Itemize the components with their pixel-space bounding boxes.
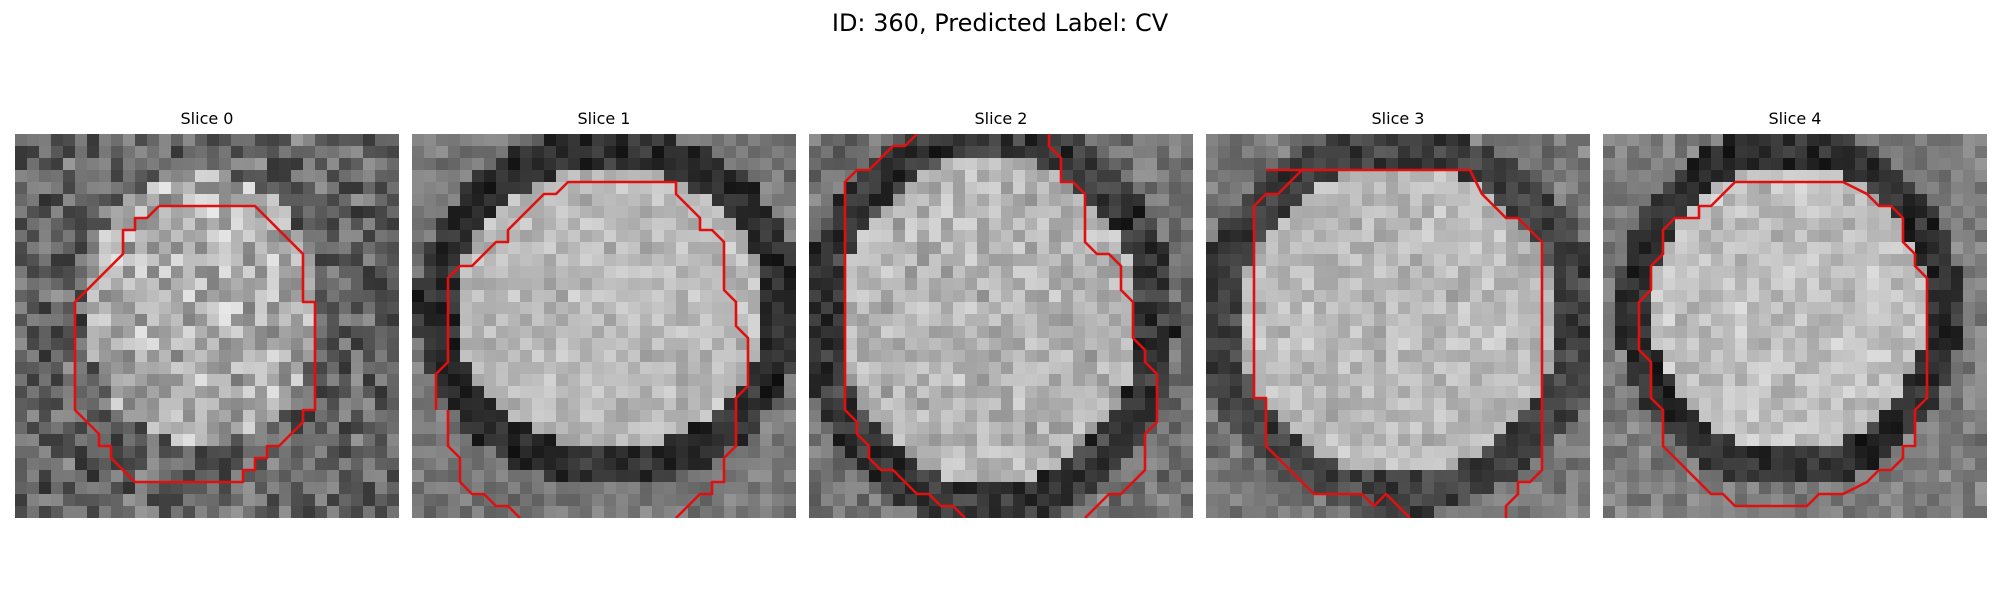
- slice-title-2: Slice 2: [974, 109, 1028, 128]
- slice-title-0: Slice 0: [180, 109, 234, 128]
- slice-title-1: Slice 1: [577, 109, 631, 128]
- segmentation-contour: [1047, 134, 1159, 518]
- slice-image-2: [809, 134, 1193, 518]
- figure-title: ID: 360, Predicted Label: CV: [831, 9, 1169, 37]
- slice-image-4: [1603, 134, 1987, 518]
- slice-title-3: Slice 3: [1371, 109, 1425, 128]
- slice-panel-2: Slice 2: [809, 108, 1193, 518]
- slice-image-1: [412, 134, 796, 518]
- slice-panel-3: Slice 3: [1206, 108, 1590, 518]
- segmentation-contour: [434, 180, 750, 518]
- segmentation-contour: [1637, 180, 1929, 508]
- segmentation-contour: [1252, 168, 1411, 518]
- slice-image-0: [15, 134, 399, 518]
- slice-panel-0: Slice 0: [15, 108, 399, 518]
- slice-panel-1: Slice 1: [412, 108, 796, 518]
- slice-image-3: [1206, 134, 1590, 518]
- segmentation-contour: [843, 134, 966, 518]
- segmentation-contour: [73, 204, 317, 484]
- slice-title-4: Slice 4: [1768, 109, 1822, 128]
- segmentation-contour: [1266, 168, 1544, 518]
- slice-panel-4: Slice 4: [1603, 108, 1987, 518]
- segmentation-contour: [446, 410, 521, 518]
